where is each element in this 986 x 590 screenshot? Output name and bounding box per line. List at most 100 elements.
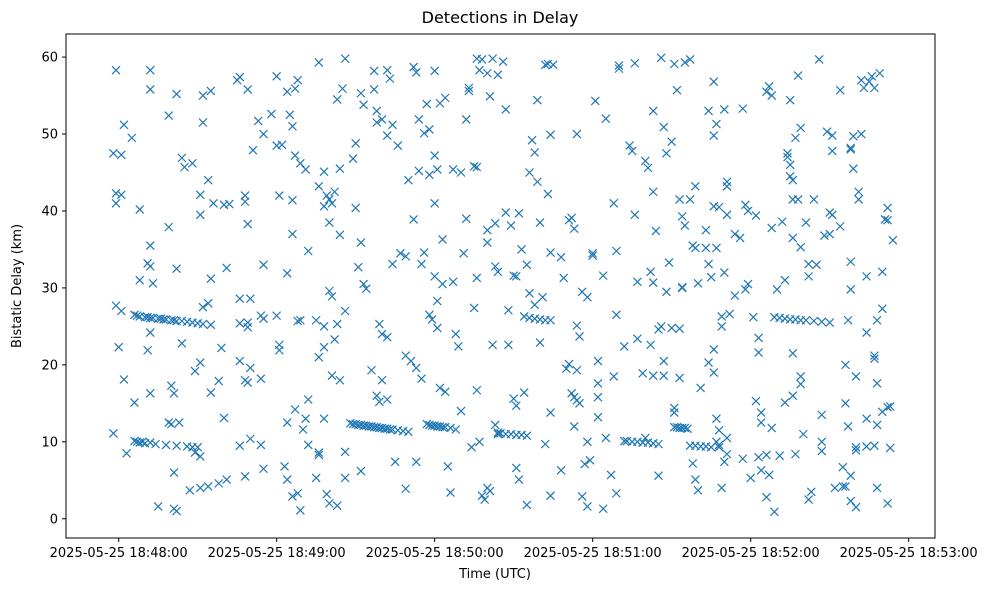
data-point xyxy=(580,459,590,469)
data-point xyxy=(293,316,303,326)
data-point xyxy=(696,383,706,393)
data-point xyxy=(222,475,232,484)
data-point xyxy=(401,251,411,261)
data-point xyxy=(340,306,350,316)
x-axis-ticks: 2025-05-25 18:48:00 2025-05-25 18:49:00 20… xyxy=(50,538,978,561)
data-point xyxy=(240,191,250,201)
data-point xyxy=(714,425,724,435)
data-point xyxy=(356,466,366,476)
axes-frame xyxy=(65,33,936,539)
data-point xyxy=(311,315,321,325)
data-point xyxy=(511,463,521,473)
data-point xyxy=(841,360,850,370)
data-point xyxy=(646,267,656,277)
data-point xyxy=(127,133,137,143)
data-point xyxy=(872,483,882,493)
data-point xyxy=(324,218,334,227)
data-point xyxy=(780,275,790,285)
data-point xyxy=(272,71,282,81)
data-point xyxy=(712,414,721,424)
data-point xyxy=(301,414,311,424)
data-point xyxy=(130,436,139,446)
data-point xyxy=(519,311,529,321)
data-point xyxy=(851,445,861,455)
data-point xyxy=(243,322,253,332)
data-point xyxy=(503,340,513,350)
data-point xyxy=(459,248,469,258)
data-point xyxy=(443,462,453,471)
data-point xyxy=(198,91,208,100)
data-point xyxy=(245,363,255,373)
data-point xyxy=(482,238,492,247)
data-point xyxy=(719,268,729,277)
data-point xyxy=(609,198,619,208)
data-point xyxy=(282,418,292,428)
data-point xyxy=(514,475,524,484)
data-point xyxy=(519,388,529,397)
y-tick-label: 50 xyxy=(41,128,58,143)
data-point xyxy=(243,84,253,94)
data-point xyxy=(506,221,516,231)
data-point xyxy=(627,146,637,156)
data-point xyxy=(601,114,611,124)
data-point xyxy=(725,309,735,319)
data-point xyxy=(827,131,837,140)
data-point xyxy=(475,437,484,447)
data-point xyxy=(190,448,200,458)
data-point xyxy=(256,374,266,384)
data-point xyxy=(498,57,508,67)
data-point xyxy=(235,318,245,328)
data-point xyxy=(722,181,732,191)
data-point xyxy=(709,345,719,354)
data-point xyxy=(130,398,139,407)
data-point xyxy=(862,271,871,281)
data-point xyxy=(301,165,311,174)
data-point xyxy=(290,405,300,414)
data-point xyxy=(756,418,766,428)
data-point xyxy=(203,175,213,185)
data-point xyxy=(783,148,792,158)
data-point xyxy=(825,229,835,239)
data-point xyxy=(235,294,245,304)
data-point xyxy=(659,371,669,381)
data-point xyxy=(854,187,864,197)
data-point xyxy=(835,85,845,95)
data-point xyxy=(788,233,798,243)
data-point xyxy=(396,248,405,258)
data-point xyxy=(543,189,553,199)
data-point xyxy=(222,263,232,273)
data-point xyxy=(614,64,624,74)
data-point xyxy=(646,340,656,350)
y-axis-ticks: 0 10 20 30 40 50 60 xyxy=(41,51,66,527)
data-point xyxy=(569,224,579,234)
data-point xyxy=(272,311,282,321)
data-point xyxy=(767,423,777,433)
data-point xyxy=(288,121,297,131)
data-point xyxy=(788,391,798,401)
data-point xyxy=(575,398,584,408)
data-point xyxy=(240,472,250,481)
data-point xyxy=(295,315,305,325)
data-point xyxy=(290,84,300,94)
data-point xyxy=(630,210,640,220)
data-point xyxy=(509,394,519,404)
data-point xyxy=(259,129,268,139)
data-point xyxy=(767,91,777,100)
data-point xyxy=(245,434,255,444)
data-point xyxy=(259,464,268,474)
data-point xyxy=(719,104,729,114)
data-point xyxy=(159,315,168,324)
data-point xyxy=(490,261,500,271)
data-point xyxy=(704,358,713,367)
data-point xyxy=(762,87,771,97)
data-point xyxy=(356,238,366,247)
data-point xyxy=(804,259,814,269)
data-point xyxy=(870,441,879,451)
data-point xyxy=(572,365,582,375)
data-point xyxy=(511,271,521,281)
data-point xyxy=(145,261,155,271)
data-point xyxy=(195,190,205,200)
data-point xyxy=(180,162,189,172)
data-point xyxy=(804,495,814,504)
